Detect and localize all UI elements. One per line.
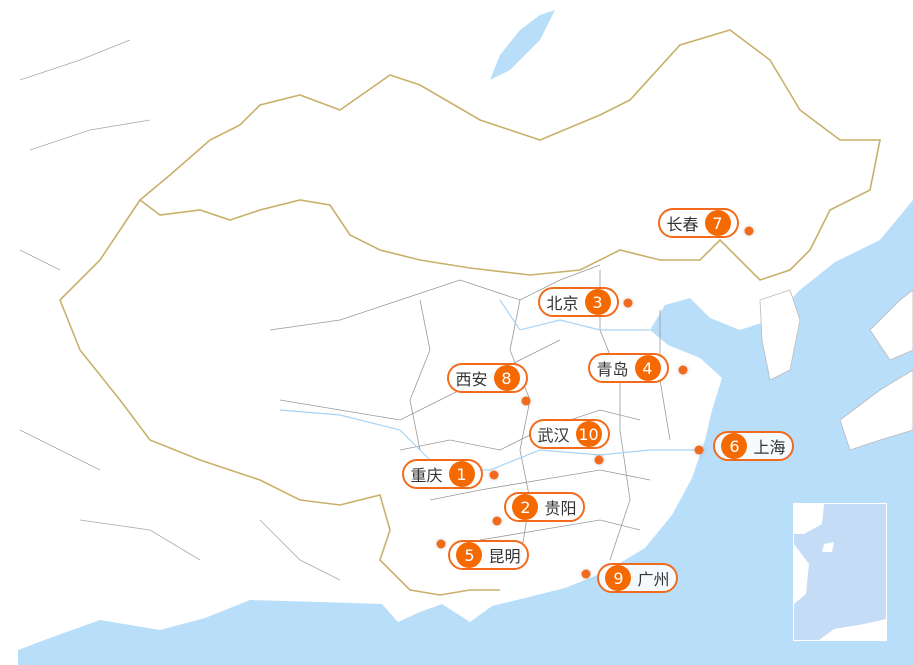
- neighbor-borders: [19, 39, 341, 581]
- rank-badge: 2: [512, 494, 539, 520]
- city-label[interactable]: 长春 7: [658, 208, 739, 238]
- city-dot[interactable]: [744, 226, 754, 236]
- city-label[interactable]: 6 上海: [713, 431, 794, 461]
- rank-badge: 4: [634, 355, 661, 381]
- city-dot[interactable]: [623, 298, 633, 308]
- rank-badge: 7: [704, 210, 731, 236]
- rank-badge: 9: [605, 565, 632, 591]
- city-dot[interactable]: [694, 445, 704, 455]
- city-name: 广州: [637, 570, 670, 589]
- city-label[interactable]: 武汉 10: [529, 419, 610, 449]
- city-dot[interactable]: [521, 396, 531, 406]
- city-dot[interactable]: [594, 455, 604, 465]
- rivers: [279, 299, 700, 471]
- city-label[interactable]: 重庆 1: [402, 459, 483, 489]
- city-name: 北京: [546, 294, 579, 313]
- city-name: 武汉: [537, 426, 570, 445]
- city-name: 西安: [455, 370, 488, 389]
- city-dot[interactable]: [678, 365, 688, 375]
- city-name: 上海: [753, 438, 786, 457]
- city-label[interactable]: 西安 8: [447, 363, 528, 393]
- city-dot[interactable]: [581, 569, 591, 579]
- south-china-sea-inset: [793, 503, 887, 641]
- korea-japan-land: [759, 289, 913, 451]
- rank-badge: 6: [721, 433, 748, 459]
- rank-badge: 3: [584, 289, 611, 315]
- city-label[interactable]: 青岛 4: [588, 353, 669, 383]
- city-name: 青岛: [596, 360, 629, 379]
- city-dot[interactable]: [492, 516, 502, 526]
- city-label[interactable]: 9 广州: [597, 563, 678, 593]
- rank-badge: 10: [575, 421, 602, 447]
- city-label[interactable]: 2 贵阳: [504, 492, 585, 522]
- rank-badge: 1: [448, 461, 475, 487]
- city-dot[interactable]: [436, 539, 446, 549]
- sea: [18, 200, 913, 665]
- inset-map: [794, 504, 886, 640]
- rank-badge: 5: [456, 542, 483, 568]
- city-label[interactable]: 北京 3: [538, 287, 619, 317]
- city-name: 昆明: [488, 547, 521, 566]
- lake-baikal: [490, 10, 555, 80]
- china-west-border: [59, 199, 500, 596]
- city-dot[interactable]: [489, 470, 499, 480]
- china-border: [138, 29, 881, 281]
- city-name: 贵阳: [544, 499, 577, 518]
- city-label[interactable]: 5 昆明: [448, 540, 529, 570]
- city-name: 重庆: [410, 466, 443, 485]
- rank-badge: 8: [493, 365, 520, 391]
- city-name: 长春: [666, 215, 699, 234]
